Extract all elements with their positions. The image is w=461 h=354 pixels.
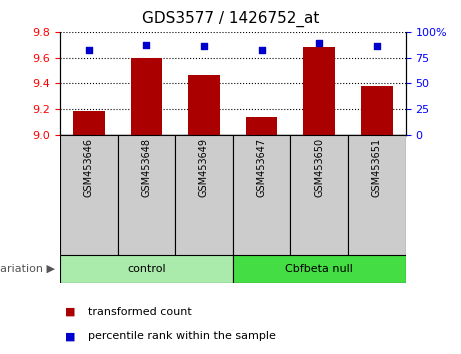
Text: GSM453651: GSM453651 — [372, 138, 382, 197]
Bar — [303, 47, 335, 135]
Text: GSM453649: GSM453649 — [199, 138, 209, 197]
Text: GSM453647: GSM453647 — [257, 138, 266, 197]
Bar — [175, 135, 233, 255]
Text: genotype/variation ▶: genotype/variation ▶ — [0, 264, 55, 274]
Text: Cbfbeta null: Cbfbeta null — [285, 264, 353, 274]
Bar — [348, 135, 406, 255]
Point — [258, 47, 266, 53]
Text: percentile rank within the sample: percentile rank within the sample — [88, 331, 276, 341]
Bar — [130, 58, 162, 135]
Text: ■: ■ — [65, 307, 75, 316]
Bar — [118, 135, 175, 255]
Bar — [233, 135, 290, 255]
Point — [142, 42, 150, 48]
Point — [373, 44, 381, 49]
Bar — [361, 86, 393, 135]
Text: control: control — [127, 264, 165, 274]
Point — [200, 44, 207, 49]
Bar — [60, 255, 233, 283]
Bar — [290, 135, 348, 255]
Text: GSM453650: GSM453650 — [314, 138, 324, 197]
Bar — [233, 255, 406, 283]
Bar — [60, 135, 118, 255]
Text: ■: ■ — [65, 331, 75, 341]
Bar — [188, 75, 220, 135]
Text: GSM453646: GSM453646 — [84, 138, 94, 197]
Point — [315, 40, 323, 46]
Point — [85, 47, 92, 53]
Bar — [246, 116, 278, 135]
Text: transformed count: transformed count — [88, 307, 191, 316]
Text: GDS3577 / 1426752_at: GDS3577 / 1426752_at — [142, 11, 319, 27]
Text: GSM453648: GSM453648 — [142, 138, 151, 197]
Bar — [73, 112, 105, 135]
